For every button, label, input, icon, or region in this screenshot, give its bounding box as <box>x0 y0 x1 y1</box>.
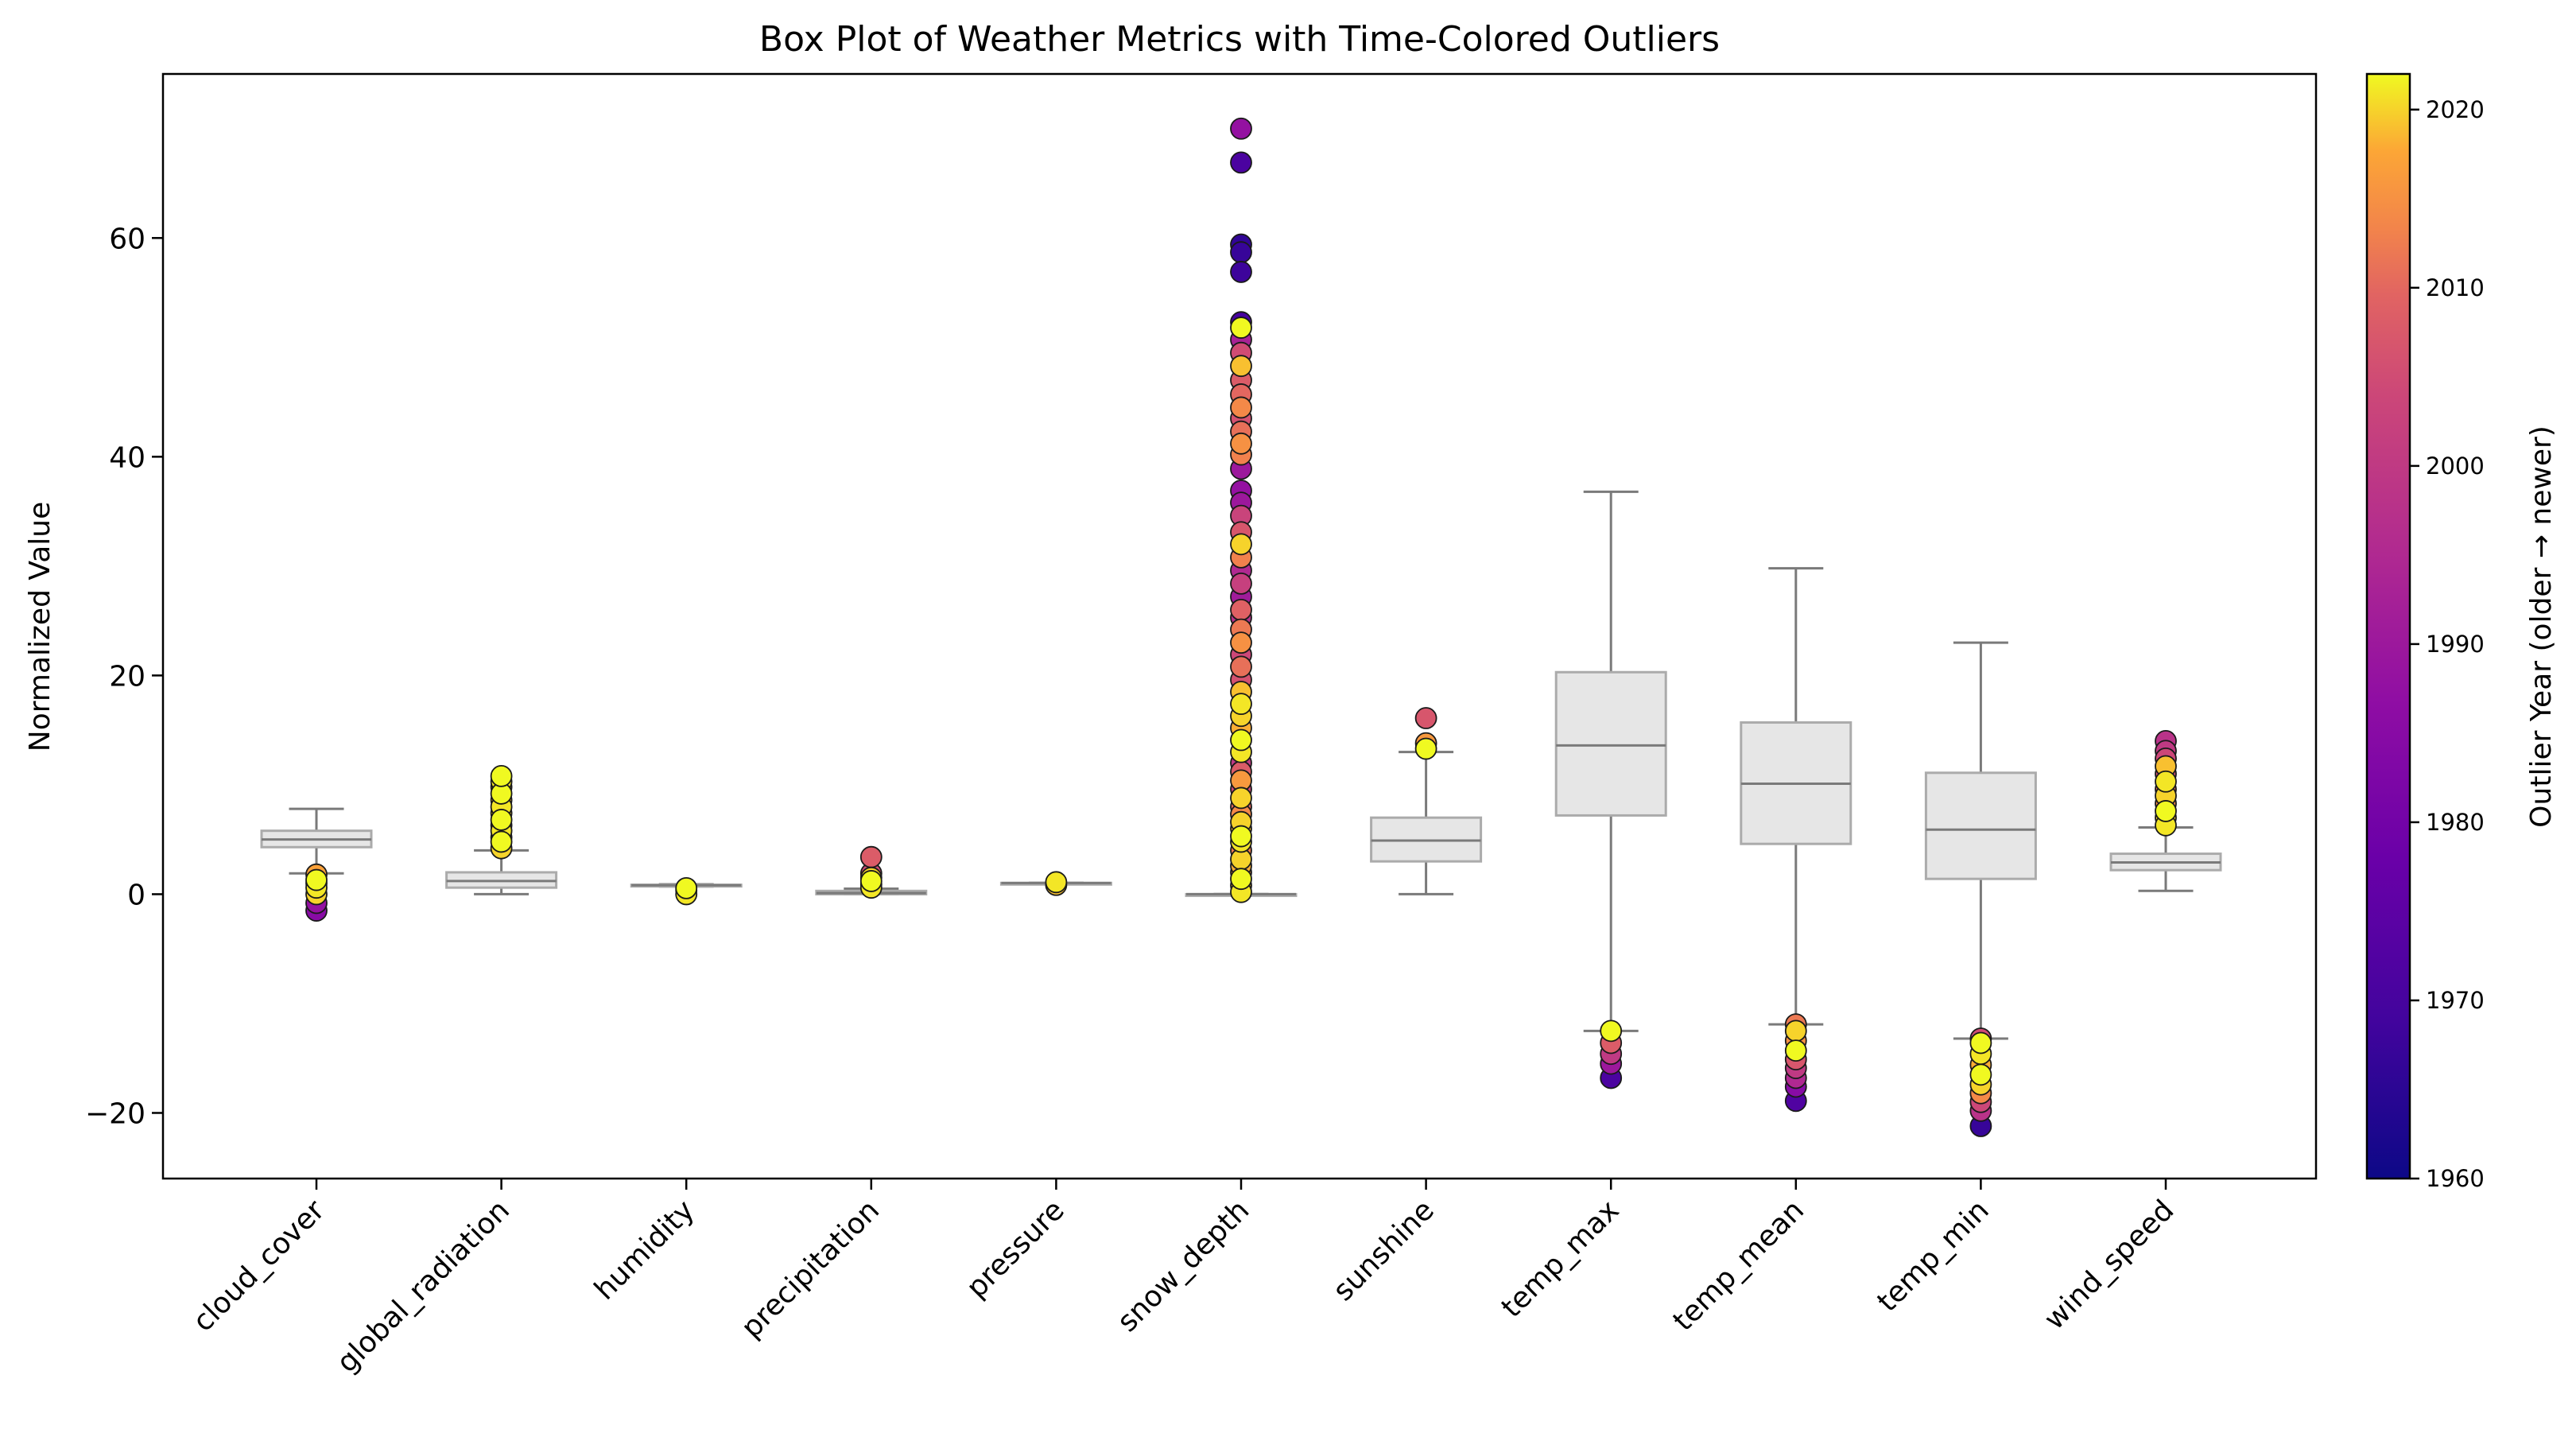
colorbar-tick-label: 1990 <box>2426 631 2485 658</box>
x-tick-label: wind_speed <box>2039 1194 2181 1336</box>
outlier-point <box>1045 871 1068 894</box>
outliers-global_radiation <box>490 765 513 860</box>
box-temp_mean <box>1740 567 1852 1026</box>
outlier-point <box>490 809 513 831</box>
box-iqr <box>1924 771 2037 880</box>
colorbar-ticks: 1960 1970 1980 1990 2000 2010 2020 <box>2410 96 2485 1192</box>
outliers-temp_min <box>1969 1027 1992 1137</box>
outlier-point <box>1230 693 1252 716</box>
box-global_radiation <box>445 849 558 895</box>
colorbar-tick-label: 1980 <box>2426 809 2485 836</box>
x-tick-label: pressure <box>960 1194 1071 1304</box>
box-temp_min <box>1924 641 2037 1040</box>
outlier-point <box>2155 800 2177 822</box>
outlier-point <box>1784 1039 1807 1062</box>
outlier-point <box>1230 355 1252 378</box>
outlier-point <box>1230 631 1252 654</box>
outlier-point <box>1784 1019 1807 1043</box>
outlier-point <box>490 765 513 787</box>
x-tick-label: humidity <box>588 1194 700 1306</box>
outlier-point <box>1969 1031 1992 1054</box>
outliers-pressure <box>1045 871 1068 896</box>
outlier-point <box>1230 825 1252 848</box>
outliers-sunshine <box>1414 707 1437 760</box>
outlier-point <box>2155 770 2177 793</box>
outliers-snow_depth <box>1230 117 1252 903</box>
colorbar-gradient <box>2365 72 2411 1180</box>
x-tick-label: temp_min <box>1871 1194 1995 1318</box>
box-wind_speed <box>2109 826 2222 892</box>
outliers-temp_mean <box>1784 1013 1807 1113</box>
y-tick-label: 40 <box>109 441 145 474</box>
colorbar-tick-label: 1960 <box>2426 1165 2485 1192</box>
y-tick-label: 60 <box>109 223 145 255</box>
x-tick-label: global_radiation <box>331 1194 516 1379</box>
x-tick-label: cloud_cover <box>187 1194 332 1338</box>
outlier-point <box>1230 396 1252 419</box>
outlier-point <box>1230 786 1252 810</box>
outlier-point <box>490 830 513 853</box>
outlier-point <box>305 868 328 891</box>
outlier-point <box>1969 1063 1992 1086</box>
outlier-point <box>675 876 698 899</box>
y-tick-label: −20 <box>85 1097 145 1130</box>
outlier-point <box>1230 533 1252 556</box>
outlier-point <box>1230 598 1252 621</box>
outliers-humidity <box>675 876 698 906</box>
box-temp_max <box>1554 490 1667 1032</box>
outlier-point <box>1600 1019 1623 1043</box>
outlier-point <box>1230 261 1252 283</box>
outliers-wind_speed <box>2155 730 2177 837</box>
outlier-point <box>1230 151 1252 174</box>
outlier-point <box>1230 572 1252 595</box>
y-axis: −20 0 20 40 60 <box>85 223 163 1130</box>
colorbar-label: Outlier Year (older → newer) <box>2525 425 2558 828</box>
box-cloud_cover <box>260 807 373 875</box>
y-tick-label: 0 <box>127 879 145 911</box>
colorbar-tick-label: 2020 <box>2426 96 2485 123</box>
y-axis-label: Normalized Value <box>24 502 56 752</box>
outlier-point <box>1230 317 1252 339</box>
outliers-cloud_cover <box>305 863 328 922</box>
outliers-temp_max <box>1600 1019 1623 1089</box>
outlier-point <box>859 870 883 892</box>
plot-frame <box>161 72 2318 1180</box>
x-tick-label: temp_max <box>1496 1194 1626 1324</box>
x-axis: cloud_cover global_radiation humidity preci… <box>187 1179 2180 1379</box>
colorbar-tick-label: 2000 <box>2426 452 2485 480</box>
box-sunshine <box>1370 751 1483 895</box>
outlier-point <box>859 845 883 868</box>
x-tick-label: precipitation <box>735 1194 886 1344</box>
y-tick-label: 20 <box>109 660 145 693</box>
outlier-point <box>1230 432 1252 455</box>
chart-title: Box Plot of Weather Metrics with Time-Co… <box>759 19 1720 60</box>
outlier-point <box>1230 728 1252 752</box>
outlier-point <box>1230 241 1252 264</box>
x-tick-label: temp_mean <box>1667 1194 1811 1338</box>
x-tick-label: snow_depth <box>1111 1194 1256 1338</box>
outlier-point <box>1230 117 1252 140</box>
outlier-point <box>1230 868 1252 891</box>
box-iqr <box>1554 670 1667 817</box>
colorbar-tick-label: 2010 <box>2426 274 2485 301</box>
outlier-point <box>1230 655 1252 678</box>
outlier-point <box>1414 707 1437 729</box>
colorbar: 1960 1970 1980 1990 2000 2010 2020 Outlier Yea… <box>2365 72 2558 1192</box>
plot-area <box>260 117 2222 1137</box>
x-tick-label: sunshine <box>1327 1194 1441 1307</box>
outliers-precipitation <box>859 845 883 899</box>
outlier-point <box>1414 737 1437 760</box>
colorbar-tick-label: 1970 <box>2426 987 2485 1014</box>
